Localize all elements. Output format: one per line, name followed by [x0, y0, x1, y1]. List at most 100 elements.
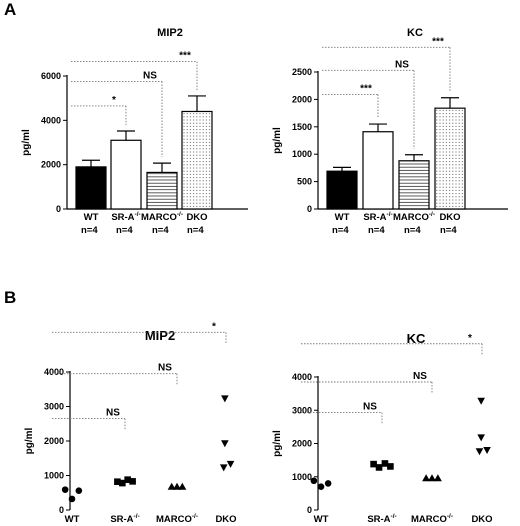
data-point — [219, 464, 228, 472]
y-tick-label: 3000 — [44, 402, 64, 412]
bar — [75, 166, 107, 210]
y-axis-label: pg/ml — [272, 127, 283, 154]
chart-a-kc: KC 0 500 1000 1500 2000 2500 pg/ml WT n=4 SR-A-/- n… — [272, 27, 508, 236]
n-label: n=4 — [404, 225, 421, 236]
category-label: DKO — [471, 514, 492, 525]
category-label: MARCO-/- — [411, 513, 453, 525]
bar — [146, 171, 178, 210]
data-point — [75, 487, 83, 494]
significance-label: NS — [395, 59, 409, 70]
significance-label: NS — [106, 408, 120, 419]
data-point — [483, 446, 491, 454]
category-label: SR-A-/- — [367, 513, 396, 525]
data-point — [422, 474, 431, 482]
data-point — [226, 460, 235, 468]
chart-title: MIP2 — [157, 27, 183, 39]
y-tick-label: 4000 — [292, 372, 312, 382]
chart-b-mip2: MIP2 0 1000 2000 3000 4000 pg/ml WT SR-A-/- MARCO… — [24, 321, 237, 525]
chart-title: MIP2 — [145, 328, 175, 343]
y-tick-label: 3000 — [292, 405, 312, 415]
y-tick-label: 0 — [307, 505, 312, 515]
data-point — [387, 463, 394, 470]
n-label: n=4 — [332, 225, 349, 236]
category-label: SR-A-/- — [363, 211, 392, 223]
n-label: n=4 — [187, 225, 204, 236]
data-point — [370, 460, 377, 468]
y-tick-label: 4000 — [41, 115, 61, 125]
chart-a-mip2: MIP2 0 2000 4000 6000 pg/ml WT n=4 SR-A-/- n=4 MAR… — [21, 27, 248, 236]
data-point — [173, 482, 181, 490]
significance-label: * — [112, 95, 116, 106]
y-tick-label: 2000 — [292, 439, 312, 449]
data-point — [61, 486, 69, 493]
significance-label: NS — [413, 371, 427, 382]
y-tick-label: 6000 — [41, 71, 61, 81]
significance-label: *** — [179, 51, 191, 62]
bar — [181, 110, 213, 210]
panel-letter-a: A — [4, 0, 16, 19]
n-label: n=4 — [440, 225, 457, 236]
significance-label: NS — [363, 402, 377, 413]
n-label: n=4 — [152, 225, 169, 236]
y-tick-label: 0 — [59, 505, 64, 515]
significance-label: *** — [360, 83, 372, 94]
bar — [362, 131, 394, 210]
bar — [398, 160, 430, 210]
chart-title: KC — [407, 27, 423, 39]
chart-title: KC — [407, 331, 426, 346]
y-axis-label: pg/ml — [272, 430, 283, 457]
y-tick-label: 0 — [56, 204, 61, 214]
data-point — [475, 448, 484, 456]
y-tick-label: 2000 — [292, 94, 312, 104]
n-label: n=4 — [81, 225, 98, 236]
category-label: DKO — [439, 212, 460, 223]
data-point — [324, 480, 332, 487]
y-tick-label: 500 — [297, 177, 312, 187]
y-tick-label: 4000 — [44, 367, 64, 377]
data-point — [317, 483, 325, 491]
significance-label: *** — [432, 36, 444, 47]
y-axis-label: pg/ml — [24, 427, 35, 454]
data-point — [477, 434, 485, 442]
bar — [326, 170, 358, 210]
data-point — [375, 464, 383, 471]
y-tick-label: 1000 — [292, 149, 312, 159]
category-label: WT — [335, 212, 350, 223]
bar — [110, 139, 142, 210]
data-point — [477, 397, 485, 405]
n-label: n=4 — [116, 225, 133, 236]
y-tick-label: 2000 — [44, 436, 64, 446]
category-label: SR-A-/- — [110, 513, 139, 525]
data-point — [221, 395, 229, 403]
data-point — [428, 474, 436, 482]
category-label: WT — [65, 514, 80, 525]
significance-label: NS — [158, 363, 172, 374]
category-label: WT — [314, 514, 329, 525]
y-tick-label: 2000 — [41, 160, 61, 170]
category-label: SR-A-/- — [111, 211, 140, 223]
data-point — [119, 479, 126, 487]
category-label: MARCO-/- — [156, 513, 198, 525]
n-label: n=4 — [368, 225, 385, 236]
data-point — [178, 482, 187, 490]
data-point — [433, 474, 442, 482]
panel-letter-b: B — [4, 288, 16, 307]
category-label: MARCO-/- — [393, 211, 435, 223]
y-tick-label: 1000 — [44, 471, 64, 481]
category-label: WT — [84, 212, 99, 223]
y-tick-label: 2500 — [292, 67, 312, 77]
y-tick-label: 1500 — [292, 122, 312, 132]
data-point — [381, 460, 389, 467]
data-point — [68, 495, 76, 503]
significance-label: * — [212, 321, 216, 332]
significance-label: * — [468, 333, 472, 344]
category-label: DKO — [186, 212, 207, 223]
bar — [434, 107, 466, 210]
y-axis-label: pg/ml — [21, 129, 32, 156]
data-point — [221, 440, 229, 448]
chart-b-kc: KC 0 1000 2000 3000 4000 pg/ml WT SR-A-/- MARCO-/… — [272, 331, 493, 525]
data-point — [129, 478, 136, 485]
y-tick-label: 1000 — [292, 472, 312, 482]
y-tick-label: 0 — [307, 204, 312, 214]
